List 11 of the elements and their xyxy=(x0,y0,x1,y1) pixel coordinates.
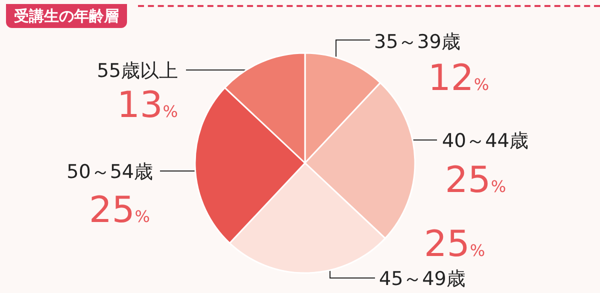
data-label: 25% xyxy=(424,224,486,265)
slice-label: 40～44歳 xyxy=(442,130,528,152)
chart-title: 受講生の年齢層 xyxy=(6,4,127,28)
slice-label: 50～54歳 xyxy=(66,161,153,183)
data-label: 13% xyxy=(116,85,178,126)
data-label: 25% xyxy=(445,160,506,201)
data-label: 12% xyxy=(428,58,490,99)
slice-label: 55歳以上 xyxy=(96,60,178,82)
data-label: 25% xyxy=(88,190,150,231)
slice-label: 35～39歳 xyxy=(374,31,460,53)
slice-label: 45～49歳 xyxy=(379,268,466,290)
